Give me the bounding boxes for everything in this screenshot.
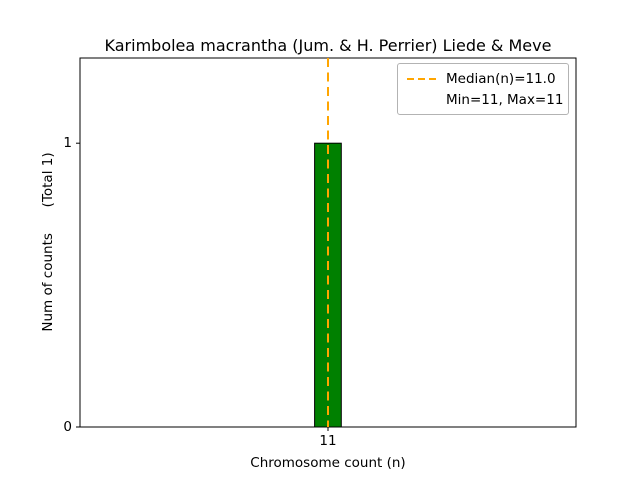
legend-empty-handle — [406, 97, 438, 103]
legend-minmax-label: Min=11, Max=11 — [446, 91, 564, 108]
x-axis-label: Chromosome count (n) — [250, 455, 406, 471]
chart-title: Karimbolea macrantha (Jum. & H. Perrier)… — [104, 36, 552, 55]
y-axis-label: Num of counts (Total 1) — [40, 152, 56, 332]
legend-row-minmax: Min=11, Max=11 — [406, 90, 564, 109]
legend-row-median: Median(n)=11.0 — [406, 69, 560, 88]
y-tick-label-0: 0 — [63, 419, 72, 435]
legend-median-label: Median(n)=11.0 — [446, 70, 556, 87]
legend: Median(n)=11.0 Min=11, Max=11 — [397, 63, 569, 115]
y-tick-label-1: 1 — [63, 135, 72, 152]
median-dashed-line-icon — [407, 77, 437, 80]
x-tick-label-0: 11 — [319, 433, 337, 449]
